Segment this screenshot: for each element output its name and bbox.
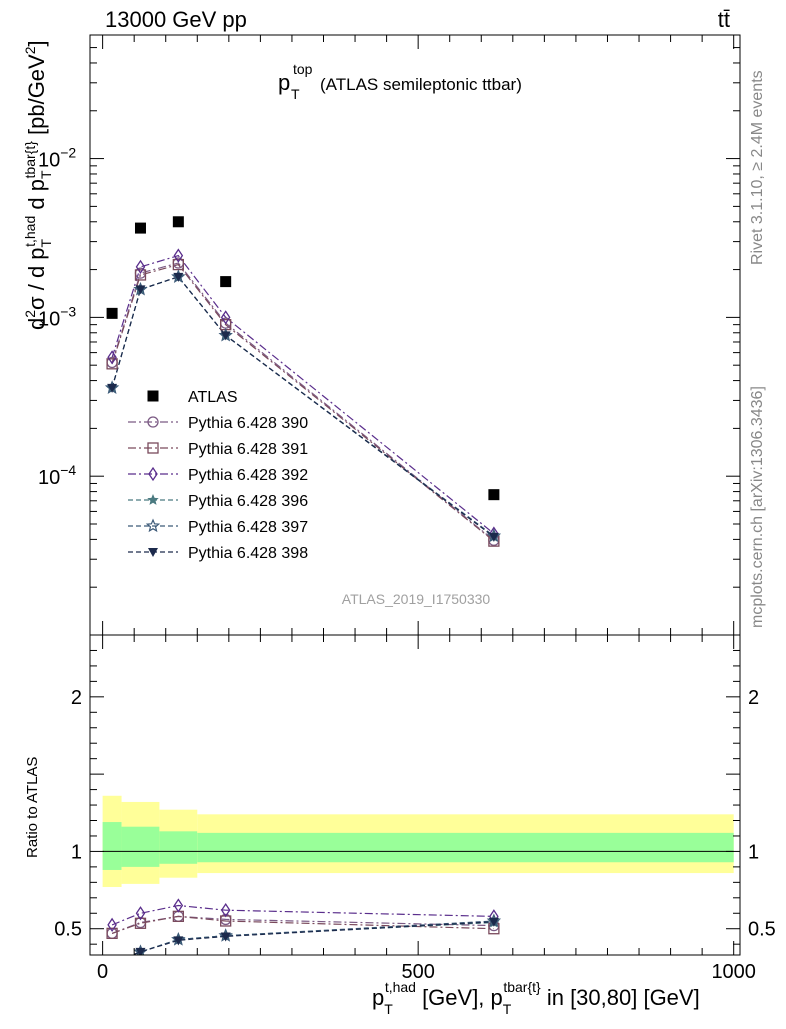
ratio-series-group — [106, 898, 502, 968]
ratio-point-2-0 — [107, 917, 117, 933]
legend-label-4: Pythia 6.428 396 — [188, 493, 308, 510]
x-tick-label: 500 — [401, 961, 434, 983]
main-ylabel: d2σ / d pTt,had d pTtbar{t} [pb/GeV2] — [22, 40, 54, 330]
ratio-point-5-4 — [488, 917, 499, 927]
ratio-y-tick-label-right: 1 — [748, 841, 759, 863]
legend-marker-5 — [145, 518, 161, 533]
y-tick-label: 10−4 — [38, 462, 76, 489]
ratio-frame — [89, 634, 741, 956]
series-line-2 — [111, 263, 495, 542]
legend-label-2: Pythia 6.428 391 — [188, 441, 308, 458]
ratio-line-1 — [111, 915, 494, 934]
ratio-y-tick-label-left: 1 — [71, 841, 82, 863]
x-axis-label: pTt,had [GeV], pTtbar{t} in [30,80] [GeV… — [372, 979, 700, 1017]
legend-label-3: Pythia 6.428 392 — [188, 467, 308, 484]
header-left-label: 13000 GeV pp — [105, 7, 247, 32]
series-line-6 — [111, 276, 495, 538]
legend-marker-6 — [148, 548, 158, 557]
title-symbol: p — [278, 70, 290, 95]
ratio-ylabel: Ratio to ATLAS — [24, 757, 41, 858]
data-point-0-4 — [488, 489, 500, 501]
series-line-1 — [111, 262, 495, 541]
x-tick-label: 0 — [97, 961, 108, 983]
ratio-point-5-0 — [107, 959, 117, 968]
svg-text:p: p — [278, 70, 290, 95]
data-point-6-0 — [107, 383, 118, 393]
legend-label-6: Pythia 6.428 398 — [188, 545, 308, 562]
data-point-0-1 — [134, 222, 146, 234]
legend-marker-4 — [147, 494, 159, 505]
legend-marker-2 — [147, 442, 159, 454]
data-point-3-0 — [107, 350, 117, 365]
title-description: (ATLAS semileptonic ttbar) — [320, 75, 522, 94]
ratio-y-tick-label-right: 2 — [748, 687, 759, 709]
svg-text:d2σ / d pTt,had d pTtbar{t} [p: d2σ / d pTt,had d pTtbar{t} [pb/GeV2] — [22, 40, 54, 330]
data-point-0-3 — [220, 276, 232, 288]
data-point-3-1 — [135, 259, 146, 275]
main-panel: 10−4 10−3 10−2 — [38, 34, 741, 636]
data-point-6-4 — [488, 532, 499, 542]
data-point-6-2 — [173, 272, 184, 282]
data-point-2-0 — [106, 358, 118, 370]
legend: ATLAS Pythia 6.428 390 Pythia 6.428 391 Pyt… — [128, 389, 308, 562]
svg-text:pTt,had [GeV], pTtbar{t} in [3: pTt,had [GeV], pTtbar{t} in [30,80] [GeV… — [372, 979, 700, 1017]
data-point-0-2 — [172, 216, 184, 228]
uncertainty-band-inner — [197, 832, 734, 863]
data-point-3-3 — [220, 310, 231, 325]
rivet-version-label: Rivet 3.1.10, ≥ 2.4M events — [749, 70, 766, 265]
legend-label-5: Pythia 6.428 397 — [188, 519, 308, 536]
ratio-point-1-0 — [106, 927, 118, 940]
uncertainty-band-inner — [121, 826, 160, 867]
legend-label-0: ATLAS — [188, 389, 238, 406]
ratio-line-2 — [111, 904, 494, 926]
data-point-3-2 — [173, 248, 184, 263]
legend-marker-3 — [148, 466, 158, 482]
title-subscript: T — [291, 86, 300, 102]
ratio-y-tick-label-left: 0.5 — [54, 919, 82, 941]
ratio-point-2-2 — [173, 898, 184, 913]
ratio-panel: 0.5 0.5 1 1 2 2 0 500 1000 — [54, 634, 776, 983]
legend-label-1: Pythia 6.428 390 — [188, 415, 308, 432]
data-point-6-1 — [135, 285, 146, 295]
ratio-point-5-2 — [173, 936, 184, 946]
mcplots-label: mcplots.cern.ch [arXiv:1306.3436] — [749, 386, 766, 628]
x-tick-label: 1000 — [711, 961, 756, 983]
series-line-3 — [111, 254, 495, 535]
header-right-label: tt̄ — [718, 7, 730, 32]
data-point-2-1 — [134, 269, 147, 281]
ratio-point-5-1 — [135, 947, 146, 955]
legend-marker-1 — [147, 416, 159, 428]
data-point-0-0 — [106, 307, 118, 319]
y-tick-label: 10−3 — [38, 303, 76, 330]
ratio-point-5-3 — [220, 932, 231, 942]
analysis-watermark: ATLAS_2019_I1750330 — [342, 591, 491, 607]
ratio-point-2-1 — [135, 906, 146, 921]
uncertainty-band-inner — [159, 831, 198, 864]
ratio-point-2-3 — [220, 902, 231, 918]
data-point-6-3 — [220, 331, 231, 341]
y-tick-label: 10−2 — [38, 145, 76, 172]
ratio-y-tick-label-left: 2 — [71, 687, 82, 709]
ratio-y-tick-label-right: 0.5 — [748, 919, 776, 941]
main-title: p T top (ATLAS semileptonic ttbar) — [278, 61, 522, 102]
uncertainty-band-inner — [102, 822, 122, 870]
legend-marker-0 — [147, 390, 159, 402]
title-superscript: top — [293, 61, 313, 77]
